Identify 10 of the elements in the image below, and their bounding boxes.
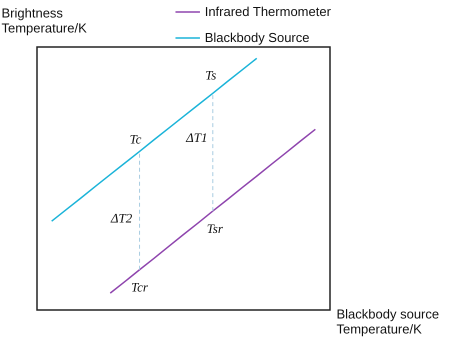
- annotation: ΔT2: [110, 210, 133, 226]
- x-axis-title: Blackbody source Temperature/K: [336, 306, 440, 336]
- annotation: Tsr: [206, 221, 224, 236]
- y-axis-title: Brightness Temperature/K: [2, 6, 88, 36]
- annotation: Ts: [205, 67, 216, 82]
- annotation: Tc: [130, 131, 142, 146]
- legend-label: Infrared Thermometer: [204, 4, 332, 19]
- annotation: ΔT1: [185, 130, 208, 146]
- legend-label: Blackbody Source: [204, 30, 310, 45]
- annotation: Tcr: [131, 280, 149, 295]
